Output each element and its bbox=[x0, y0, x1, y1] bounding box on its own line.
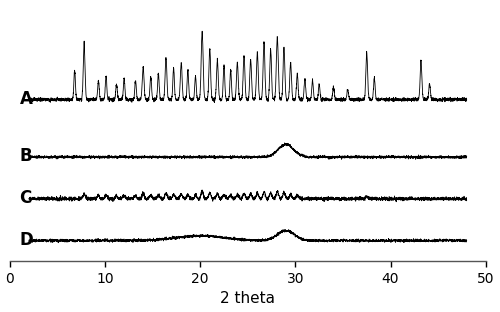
Text: B: B bbox=[20, 148, 32, 165]
Text: A: A bbox=[20, 90, 32, 108]
X-axis label: 2 theta: 2 theta bbox=[220, 291, 276, 306]
Text: C: C bbox=[20, 189, 32, 207]
Text: D: D bbox=[20, 231, 33, 249]
